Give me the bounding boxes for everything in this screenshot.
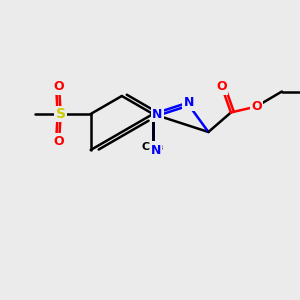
Text: S: S: [56, 107, 66, 121]
Text: N: N: [151, 143, 161, 157]
Text: N: N: [152, 107, 163, 121]
Text: O: O: [251, 100, 262, 113]
Text: O: O: [217, 80, 227, 94]
Text: N: N: [184, 96, 194, 110]
Text: CH₃: CH₃: [142, 142, 164, 152]
Text: O: O: [54, 80, 64, 94]
Text: O: O: [54, 134, 64, 148]
